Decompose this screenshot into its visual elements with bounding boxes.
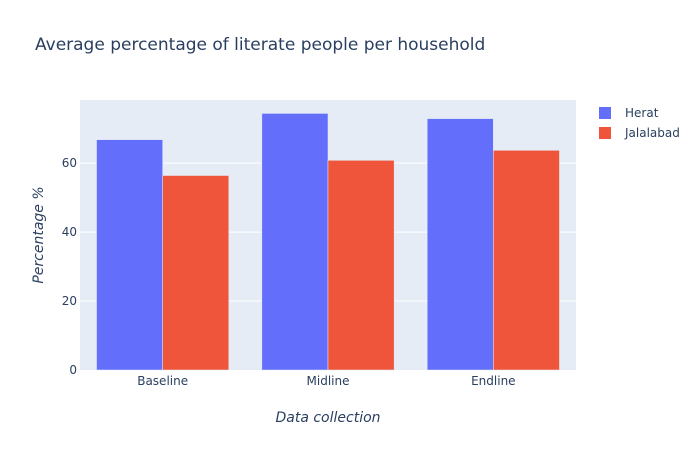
legend-swatch-jalalabad[interactable] <box>599 127 611 139</box>
chart-title: Average percentage of literate people pe… <box>35 35 485 55</box>
x-tick-label: Midline <box>307 374 350 388</box>
legend: Herat Jalalabad <box>599 106 680 140</box>
bar-jalalabad-midline[interactable] <box>327 160 395 371</box>
y-axis-title: Percentage % <box>31 186 47 283</box>
y-tick-label: 20 <box>62 294 77 308</box>
bar-jalalabad-endline[interactable] <box>493 150 560 371</box>
x-axis-ticks: Baseline Midline Endline <box>137 374 515 388</box>
bar-herat-endline[interactable] <box>426 118 494 371</box>
y-tick-label: 40 <box>62 225 77 239</box>
y-axis-ticks: 0 20 40 60 <box>62 156 77 377</box>
y-tick-label: 60 <box>62 156 77 170</box>
legend-label-herat[interactable]: Herat <box>625 106 659 120</box>
bar-herat-midline[interactable] <box>261 113 329 371</box>
bar-jalalabad-baseline[interactable] <box>162 175 230 371</box>
bars <box>96 113 560 371</box>
x-tick-label: Baseline <box>137 374 188 388</box>
bar-herat-baseline[interactable] <box>96 139 163 371</box>
x-tick-label: Endline <box>471 374 515 388</box>
y-tick-label: 0 <box>69 363 77 377</box>
x-axis-title: Data collection <box>275 410 380 426</box>
legend-label-jalalabad[interactable]: Jalalabad <box>624 126 680 140</box>
legend-swatch-herat[interactable] <box>599 107 611 119</box>
